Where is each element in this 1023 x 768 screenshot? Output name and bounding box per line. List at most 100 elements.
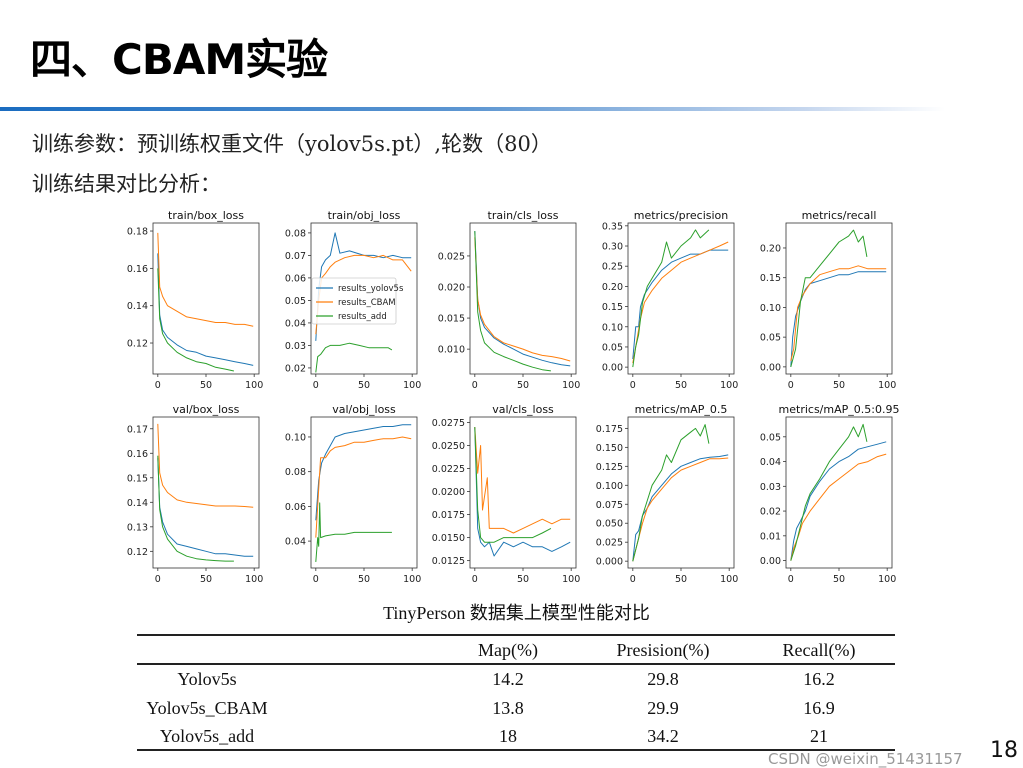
table-cell: 16.9 bbox=[803, 698, 835, 718]
table-row-label: Yolov5s_CBAM bbox=[146, 698, 268, 718]
x-tick-label: 100 bbox=[403, 574, 421, 585]
x-tick-label: 0 bbox=[313, 574, 319, 585]
x-tick-label: 0 bbox=[313, 380, 319, 391]
x-tick-label: 0 bbox=[155, 380, 161, 391]
y-tick-label: 0.05 bbox=[760, 432, 781, 443]
y-tick-label: 0.04 bbox=[285, 537, 306, 548]
y-tick-label: 0.12 bbox=[127, 547, 148, 558]
table-bottom-rule bbox=[137, 749, 895, 751]
table-header-cell: Map(%) bbox=[478, 640, 538, 660]
series-line-yolov5s bbox=[790, 441, 887, 561]
y-tick-label: 0.15 bbox=[602, 302, 623, 313]
table-cell: 29.9 bbox=[647, 698, 679, 718]
x-tick-label: 50 bbox=[675, 380, 687, 391]
table-row-label: Yolov5s_add bbox=[159, 726, 255, 746]
chart-metrics-map-0-5-0-95: metrics/mAP_0.5:0.95 0.00 0.01 0.02 0.03 0.04… bbox=[760, 403, 900, 585]
plot-frame bbox=[310, 222, 418, 375]
y-tick-label: 0.05 bbox=[285, 296, 306, 307]
series-line-cbam bbox=[632, 241, 729, 364]
table-row-label: Yolov5s bbox=[177, 669, 237, 689]
series-line-cbam bbox=[315, 254, 412, 335]
plot-frame bbox=[785, 416, 893, 569]
y-tick-label: 0.04 bbox=[285, 318, 306, 329]
y-tick-label: 0.02 bbox=[285, 363, 306, 374]
table-cell: 34.2 bbox=[647, 726, 679, 746]
x-tick-label: 0 bbox=[155, 574, 161, 585]
plot-frame bbox=[152, 416, 260, 569]
series-line-add bbox=[315, 342, 393, 373]
plot-frame bbox=[627, 222, 735, 375]
y-tick-label: 0.100 bbox=[596, 481, 623, 492]
y-tick-label: 0.04 bbox=[760, 457, 781, 468]
y-tick-label: 0.14 bbox=[127, 498, 148, 509]
table-cell: 29.8 bbox=[647, 669, 679, 689]
series-line-yolov5s bbox=[315, 232, 412, 341]
table-cell: 14.2 bbox=[492, 669, 524, 689]
x-tick-label: 100 bbox=[403, 380, 421, 391]
legend-label: results_CBAM bbox=[338, 298, 396, 308]
x-tick-label: 0 bbox=[472, 574, 478, 585]
y-tick-label: 0.150 bbox=[596, 443, 623, 454]
plot-frame bbox=[469, 416, 577, 569]
y-tick-label: 0.25 bbox=[602, 262, 623, 273]
y-tick-label: 0.18 bbox=[127, 227, 148, 238]
series-line-yolov5s bbox=[790, 271, 887, 367]
y-tick-label: 0.08 bbox=[285, 228, 306, 239]
y-tick-label: 0.17 bbox=[127, 424, 148, 435]
x-tick-label: 50 bbox=[200, 380, 212, 391]
x-tick-label: 50 bbox=[358, 380, 370, 391]
training-params-text: 训练参数：预训练权重文件（yolov5s.pt）,轮数（80） bbox=[32, 132, 552, 156]
y-tick-label: 0.10 bbox=[285, 432, 306, 443]
chart-train-box-loss: train/box_loss 0.12 0.14 0.16 0.18 0 50 100 bbox=[127, 209, 263, 391]
chart-title: val/box_loss bbox=[173, 403, 240, 416]
x-tick-label: 0 bbox=[630, 574, 636, 585]
x-tick-label: 50 bbox=[517, 574, 529, 585]
x-tick-label: 50 bbox=[675, 574, 687, 585]
series-line-cbam bbox=[157, 423, 254, 508]
chart-metrics-map-0-5: metrics/mAP_0.5 0.000 0.025 0.050 0.075 0.100… bbox=[596, 403, 738, 585]
chart-title: val/obj_loss bbox=[332, 403, 396, 416]
series-line-yolov5s bbox=[474, 231, 571, 367]
chart-title: train/cls_loss bbox=[488, 209, 559, 222]
chart-metrics-precision: metrics/precision 0.00 0.05 0.10 0.15 0.20 0.2… bbox=[602, 209, 738, 391]
y-tick-label: 0.125 bbox=[596, 462, 623, 473]
chart-train-cls-loss: train/cls_loss 0.010 0.015 0.020 0.025 0 50 100 bbox=[438, 209, 580, 391]
y-tick-label: 0.20 bbox=[602, 282, 623, 293]
x-tick-label: 100 bbox=[562, 574, 580, 585]
y-tick-label: 0.025 bbox=[438, 251, 465, 262]
y-tick-label: 0.10 bbox=[760, 303, 781, 314]
table-cell: 13.8 bbox=[492, 698, 524, 718]
watermark: CSDN @weixin_51431157 bbox=[768, 750, 963, 768]
series-line-add bbox=[632, 229, 710, 368]
series-line-cbam bbox=[632, 457, 729, 562]
table-cell: 18 bbox=[499, 726, 517, 746]
plot-frame bbox=[785, 222, 893, 375]
y-tick-label: 0.075 bbox=[596, 500, 623, 511]
table-header-cell: Recall(%) bbox=[782, 640, 856, 660]
table-cell: 16.2 bbox=[803, 669, 835, 689]
x-tick-label: 100 bbox=[562, 380, 580, 391]
series-line-cbam bbox=[790, 265, 887, 362]
y-tick-label: 0.06 bbox=[285, 273, 306, 284]
x-tick-label: 50 bbox=[517, 380, 529, 391]
y-tick-label: 0.00 bbox=[760, 556, 781, 567]
series-line-yolov5s bbox=[632, 454, 729, 562]
y-tick-label: 0.0150 bbox=[432, 533, 465, 544]
chart-val-cls-loss: val/cls_loss 0.0125 0.0150 0.0175 0.0200 0.02… bbox=[432, 403, 581, 585]
series-line-add bbox=[790, 229, 868, 368]
table-header-rule bbox=[137, 663, 895, 665]
series-line-add bbox=[474, 231, 551, 372]
y-tick-label: 0.0225 bbox=[432, 464, 465, 475]
y-tick-label: 0.13 bbox=[127, 522, 148, 533]
series-line-yolov5s bbox=[632, 249, 729, 360]
legend-box bbox=[311, 277, 397, 325]
x-tick-label: 0 bbox=[788, 574, 794, 585]
y-tick-label: 0.06 bbox=[285, 502, 306, 513]
y-tick-label: 0.10 bbox=[602, 322, 623, 333]
x-tick-label: 50 bbox=[200, 574, 212, 585]
y-tick-label: 0.010 bbox=[438, 345, 465, 356]
legend-label: results_add bbox=[338, 312, 387, 322]
y-tick-label: 0.025 bbox=[596, 538, 623, 549]
y-tick-label: 0.0250 bbox=[432, 441, 465, 452]
